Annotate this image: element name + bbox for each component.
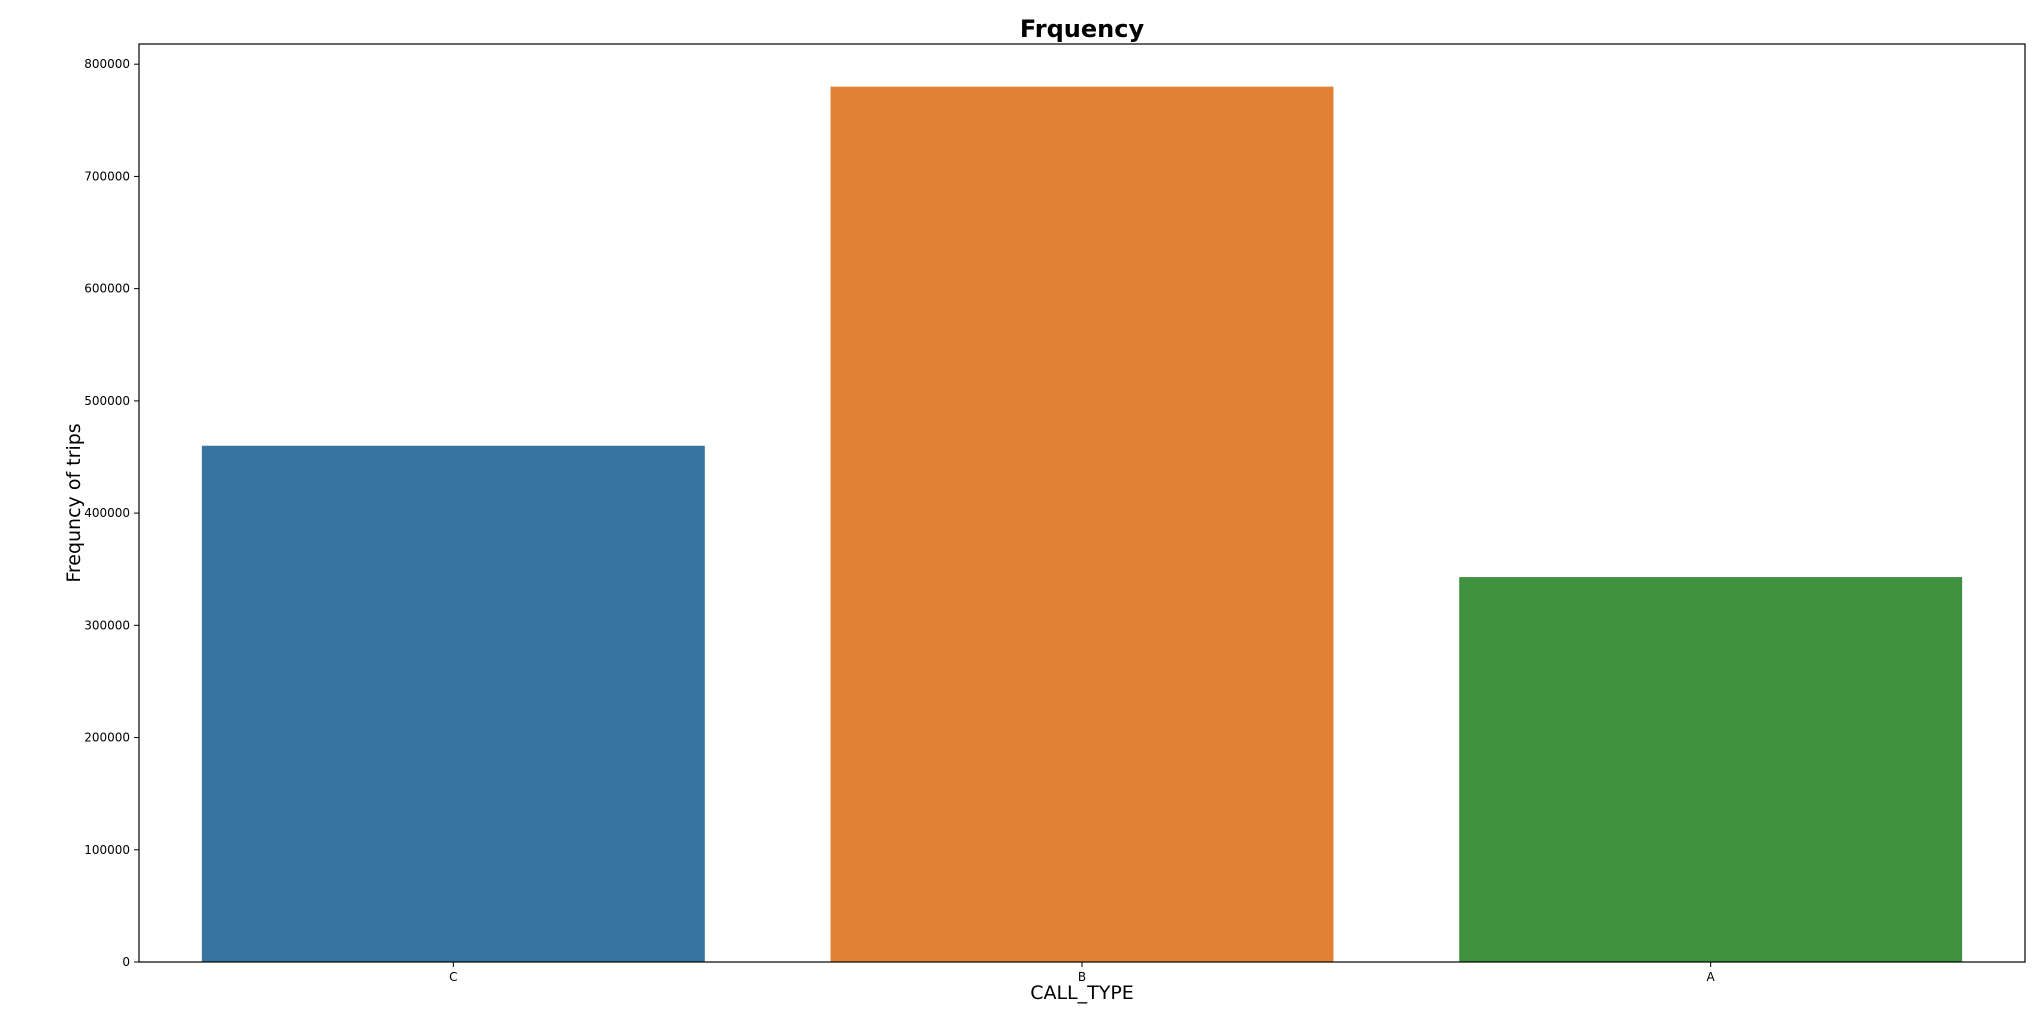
bar-C — [201, 445, 705, 963]
chart-title: Frquency — [1020, 15, 1145, 43]
y-tick-label: 400000 — [84, 506, 130, 520]
bar-A — [1459, 577, 1963, 962]
x-tick-label: A — [1707, 970, 1716, 984]
y-tick-label: 500000 — [84, 394, 130, 408]
y-tick-label: 300000 — [84, 618, 130, 632]
y-tick-label: 100000 — [84, 843, 130, 857]
y-tick-label: 800000 — [84, 57, 130, 71]
y-axis-label: Frequncy of trips — [63, 423, 85, 582]
bar-B — [830, 86, 1334, 962]
y-tick-label: 600000 — [84, 282, 130, 296]
x-tick-label: C — [449, 970, 457, 984]
y-tick-label: 700000 — [84, 169, 130, 183]
y-tick-label: 0 — [122, 955, 130, 969]
y-tick-label: 200000 — [84, 731, 130, 745]
x-axis-label: CALL_TYPE — [1030, 982, 1134, 1004]
x-tick-label: B — [1078, 970, 1086, 984]
y-axis-ticks: 0 100000 200000 300000 400000 500000 600000 700… — [84, 57, 139, 969]
plot-frame — [138, 43, 2026, 963]
bars-layer — [201, 86, 1963, 963]
